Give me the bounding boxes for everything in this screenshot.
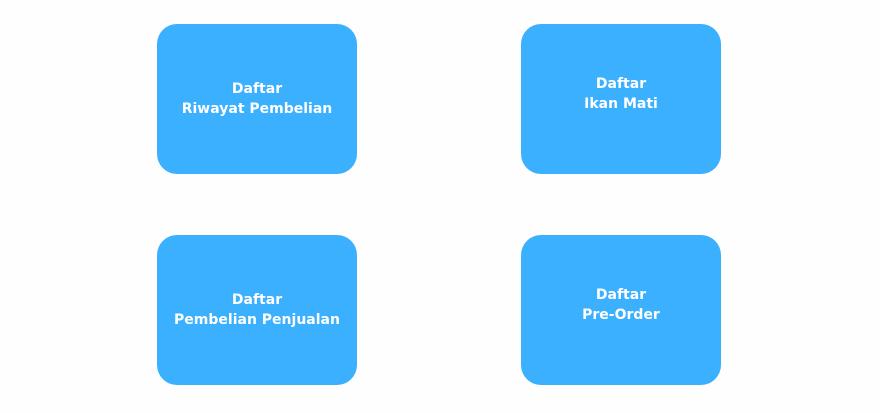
card-label: Daftar Pembelian Penjualan xyxy=(174,290,340,330)
card-label-line2: Pembelian Penjualan xyxy=(174,312,340,328)
card-label: Daftar Ikan Mati xyxy=(584,74,658,114)
pre-order-card[interactable]: Daftar Pre-Order xyxy=(521,235,721,385)
card-label-line1: Daftar xyxy=(231,292,283,308)
card-label: Daftar Pre-Order xyxy=(582,285,660,325)
card-label-line1: Daftar xyxy=(595,287,647,303)
riwayat-pembelian-card[interactable]: Daftar Riwayat Pembelian xyxy=(157,24,357,174)
card-label-line2: Riwayat Pembelian xyxy=(181,101,333,117)
card-label-line1: Daftar xyxy=(231,81,283,97)
card-label-line2: Pre-Order xyxy=(582,307,660,323)
ikan-mati-card[interactable]: Daftar Ikan Mati xyxy=(521,24,721,174)
pembelian-penjualan-card[interactable]: Daftar Pembelian Penjualan xyxy=(157,235,357,385)
card-label-line2: Ikan Mati xyxy=(584,96,658,112)
card-label-line1: Daftar xyxy=(595,76,647,92)
card-label: Daftar Riwayat Pembelian xyxy=(182,79,333,119)
